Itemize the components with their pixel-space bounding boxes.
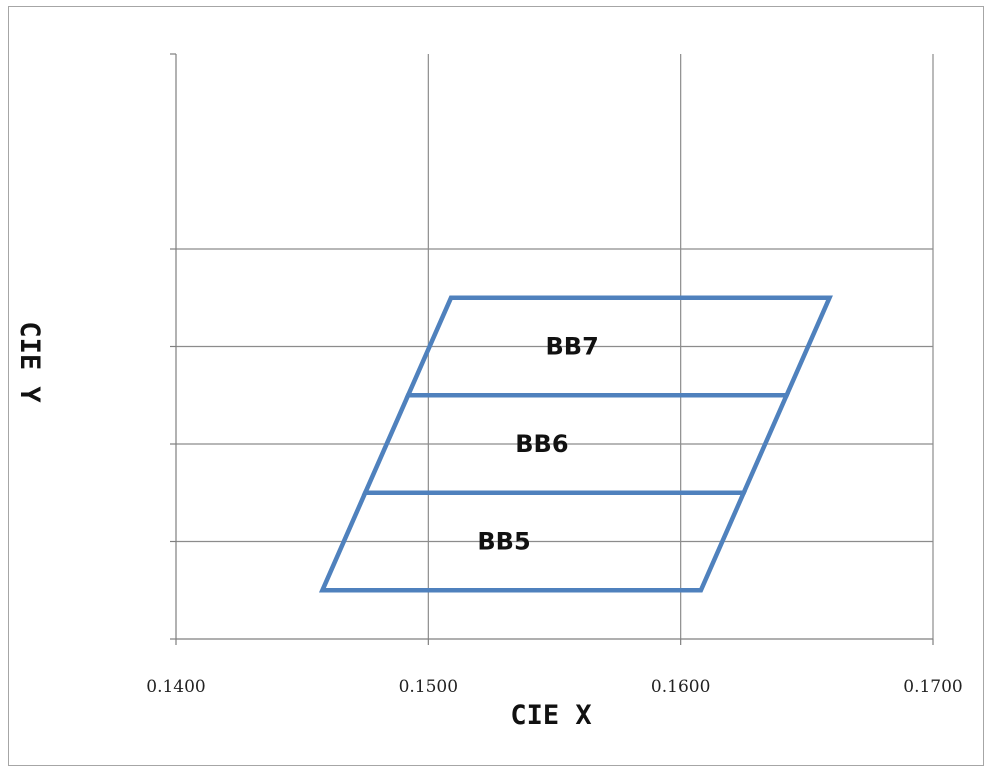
chart-svg: BB5 BB6 BB7 0.1400 0.1500 0.1600 0.1700 CIE X…	[14, 53, 963, 731]
region-labels: BB5 BB6 BB7	[477, 333, 598, 556]
bin-regions	[318, 295, 833, 593]
axes	[170, 53, 934, 645]
x-tick-label: 0.1600	[651, 677, 710, 697]
region-label-bb6: BB6	[515, 430, 568, 458]
x-tick-label: 0.1700	[903, 677, 962, 697]
x-tick-label: 0.1500	[399, 677, 458, 697]
x-axis-title: CIE X	[510, 700, 591, 731]
x-tick-label: 0.1400	[146, 677, 205, 697]
region-bb7	[404, 295, 833, 398]
y-axis-title: CIE Y	[14, 321, 45, 403]
x-tick-labels: 0.1400 0.1500 0.1600 0.1700	[146, 677, 962, 697]
region-label-bb5: BB5	[477, 528, 530, 556]
region-label-bb7: BB7	[546, 333, 599, 361]
